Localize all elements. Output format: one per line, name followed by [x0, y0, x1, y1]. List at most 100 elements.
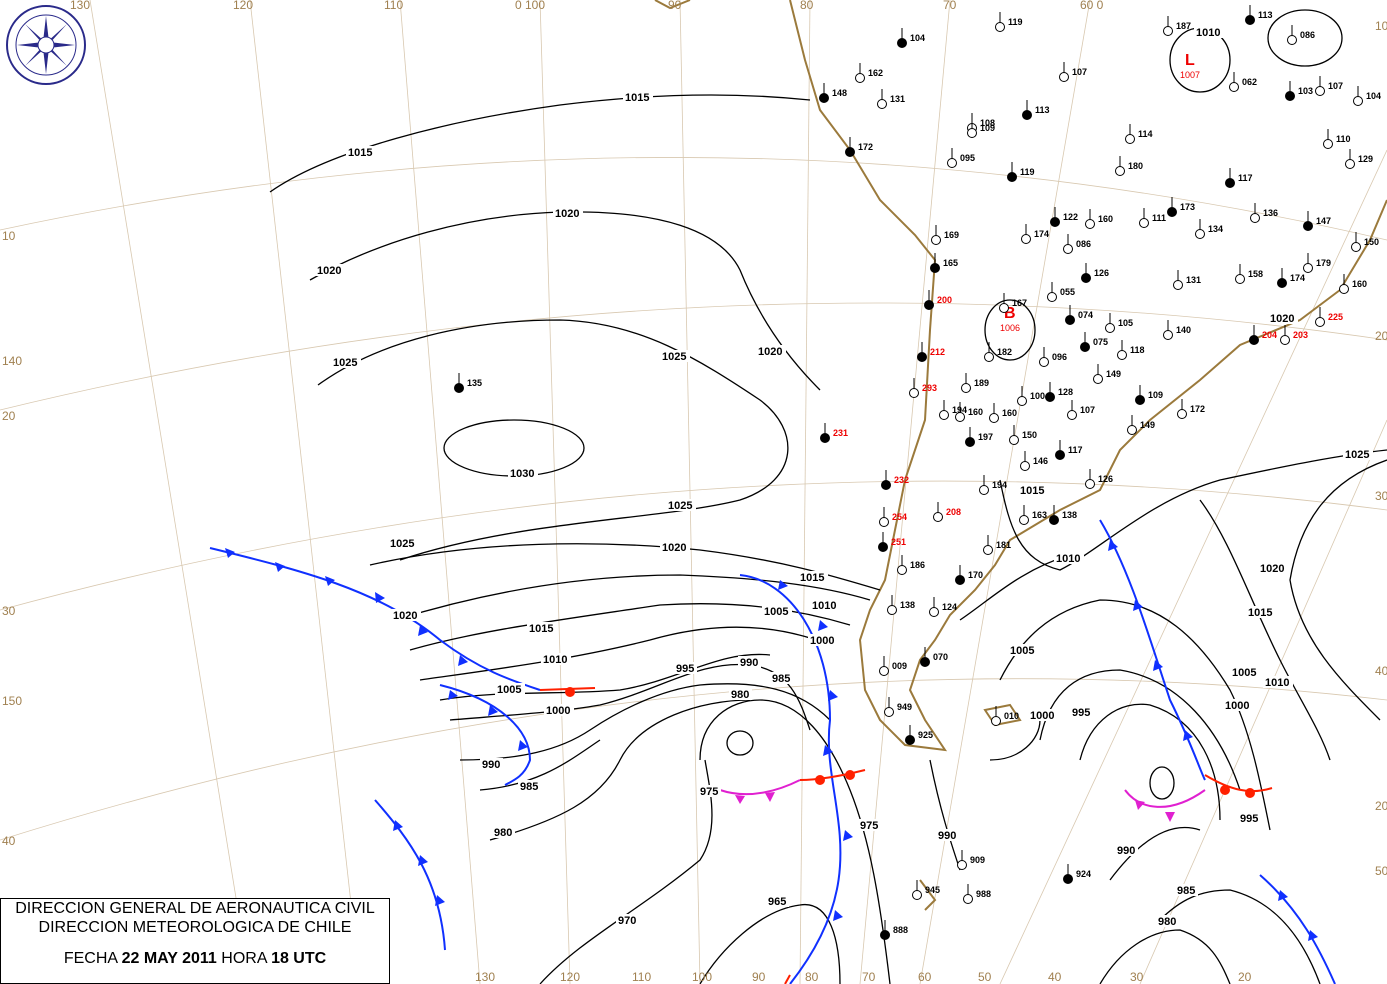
- isobar-label: 990: [938, 830, 956, 842]
- station-circle: [1059, 72, 1069, 82]
- station-pressure: 212: [930, 347, 945, 357]
- grid-label-top: 130: [70, 0, 90, 12]
- station-pressure: 169: [944, 230, 959, 240]
- station-plot: 096: [1039, 347, 1067, 367]
- station-plot: 131: [1173, 270, 1201, 290]
- station-plot: 147: [1303, 211, 1331, 231]
- isobar-label: 1020: [1270, 313, 1294, 325]
- station-circle: [1055, 450, 1065, 460]
- grid-label-left: 10: [2, 229, 16, 243]
- isobar-label: 1000: [1030, 710, 1054, 722]
- grid-label-left: 40: [2, 834, 16, 848]
- isobar-label-bg: [738, 656, 761, 668]
- station-plot: 169: [931, 225, 959, 245]
- isobar-label: 1000: [1225, 700, 1249, 712]
- station-circle: [909, 388, 919, 398]
- isobar-label: 1015: [625, 92, 649, 104]
- station-plot: 113: [1245, 5, 1273, 25]
- station-pressure: 062: [1242, 77, 1257, 87]
- station-pressure: 150: [1364, 237, 1379, 247]
- isobar-label: 1025: [668, 500, 692, 512]
- station-plot: 181: [983, 535, 1011, 555]
- station-pressure: 114: [1138, 129, 1153, 139]
- isobar-label: 980: [731, 689, 749, 701]
- station-plot: 075: [1080, 332, 1108, 352]
- station-circle: [820, 433, 830, 443]
- fronts: [209, 519, 1336, 984]
- station-circle: [1021, 234, 1031, 244]
- station-plot: 170: [955, 565, 983, 585]
- station-circle: [1115, 166, 1125, 176]
- station-pressure: 194: [992, 480, 1007, 490]
- station-pressure: 158: [1248, 269, 1263, 279]
- station-plot: 182: [984, 342, 1012, 362]
- isobar-label-bg: [541, 653, 571, 665]
- isobar-label: 1020: [555, 208, 579, 220]
- station-circle: [1225, 178, 1235, 188]
- station-pressure: 189: [974, 378, 989, 388]
- legend-line-2: DIRECCION METEOROLOGICA DE CHILE: [38, 919, 352, 936]
- isobar-label: 1010: [812, 600, 836, 612]
- isobar-label-bg: [660, 541, 690, 553]
- station-circle: [1323, 139, 1333, 149]
- station-circle: [924, 300, 934, 310]
- station-circle: [1065, 315, 1075, 325]
- isobar-label-bg: [674, 662, 697, 674]
- grid-label-top: 60 0: [1080, 0, 1104, 12]
- station-plots: 104 119 187 113 086 162 148 131 108 113 107 062 103 1…: [454, 5, 1381, 940]
- grid-label-bottom: 100: [692, 970, 712, 984]
- grid-label-bottom: 20: [1238, 970, 1252, 984]
- isobar-label-bg: [527, 622, 557, 634]
- cold-front: [739, 574, 842, 984]
- station-plot: 140: [1163, 320, 1191, 340]
- station-pressure: 167: [1012, 298, 1027, 308]
- grid-label-top: 70: [943, 0, 957, 12]
- station-plot: 138: [887, 595, 915, 615]
- station-circle: [905, 735, 915, 745]
- station-plot: 107: [1059, 62, 1087, 82]
- station-plot: 109: [967, 118, 995, 138]
- isobar-label-bg: [553, 207, 583, 219]
- station-plot: 113: [1022, 100, 1050, 120]
- grid-label-bottom: 50: [978, 970, 992, 984]
- station-plot: 208: [933, 502, 961, 522]
- station-circle: [879, 517, 889, 527]
- isobar-label-bg: [518, 780, 541, 792]
- station-plot: 203: [1280, 325, 1308, 345]
- isobar-label-bg: [756, 345, 786, 357]
- isobar-label-bg: [1230, 666, 1260, 678]
- station-plot: 988: [963, 884, 991, 904]
- station-pressure: 119: [1020, 167, 1035, 177]
- isobar-label-bg: [1028, 709, 1058, 721]
- isobar-label: 1025: [1345, 449, 1369, 461]
- station-plot: 173: [1167, 197, 1195, 217]
- grid-label-top: 0 100: [515, 0, 545, 12]
- station-pressure: 208: [946, 507, 961, 517]
- station-plot: 128: [1045, 382, 1073, 402]
- station-circle: [881, 480, 891, 490]
- station-pressure: 105: [1118, 318, 1133, 328]
- station-plot: 197: [965, 427, 993, 447]
- station-circle: [979, 485, 989, 495]
- isobar-label: 1025: [662, 351, 686, 363]
- isobar-label-bg: [480, 758, 503, 770]
- station-circle: [1039, 357, 1049, 367]
- grid-label-left: 20: [2, 409, 16, 423]
- station-pressure: 187: [1176, 21, 1191, 31]
- station-plot: 136: [1250, 203, 1278, 223]
- station-pressure: 131: [1186, 275, 1201, 285]
- station-plot: 103: [1285, 81, 1313, 101]
- station-plot: 104: [1353, 86, 1381, 106]
- station-plot: 114: [1125, 124, 1153, 144]
- station-plot: 074: [1065, 305, 1093, 325]
- station-pressure: 100: [1030, 391, 1045, 401]
- station-pressure: 117: [1238, 173, 1253, 183]
- isobar-label: 1010: [543, 654, 567, 666]
- grid-label-right: 50: [1375, 864, 1387, 878]
- isobar-label-bg: [858, 819, 881, 831]
- station-plot: 924: [1063, 864, 1091, 884]
- station-circle: [454, 383, 464, 393]
- station-pressure: 160: [1002, 408, 1017, 418]
- station-circle: [1081, 273, 1091, 283]
